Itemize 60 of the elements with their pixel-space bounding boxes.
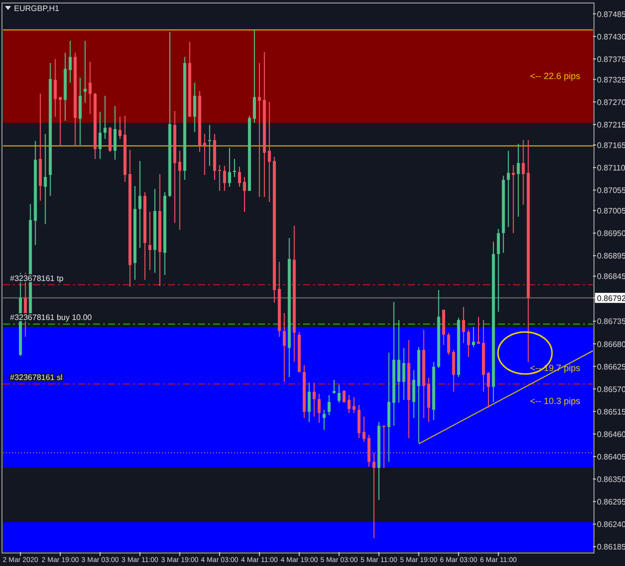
candlestick [54, 58, 57, 118]
candlestick [228, 147, 232, 188]
candlestick [208, 124, 212, 166]
candlestick [447, 332, 450, 356]
candlestick [44, 133, 47, 225]
candlestick [193, 82, 196, 132]
y-tick-label: 0.87110 [597, 164, 625, 173]
chart-title: EURGBP,H1 [14, 4, 60, 13]
candlestick [258, 62, 261, 198]
candlestick [516, 143, 520, 218]
candlestick [238, 166, 241, 188]
candlestick [218, 164, 222, 192]
candlestick [138, 160, 142, 248]
candlestick [452, 349, 456, 392]
candlestick [357, 404, 360, 439]
candlestick [367, 434, 370, 468]
candlestick [332, 379, 336, 394]
candlestick [58, 96, 62, 146]
candlestick [427, 377, 430, 423]
candlestick [328, 394, 331, 416]
candlestick [397, 320, 400, 404]
candlestick [148, 211, 152, 271]
candlestick [348, 394, 351, 414]
candlestick [352, 396, 356, 414]
candlestick [78, 77, 82, 146]
candlestick [472, 326, 476, 348]
candlestick [338, 384, 341, 404]
annotation: <-- 10.3 pips [530, 396, 581, 406]
candlestick [318, 393, 321, 424]
candlestick [104, 95, 107, 140]
candlestick [252, 29, 256, 124]
candlestick [322, 409, 326, 430]
candlestick [506, 150, 510, 228]
candlestick [476, 316, 480, 344]
candlestick [178, 150, 182, 230]
candlestick [362, 416, 366, 442]
candlestick [118, 116, 122, 140]
candlestick [467, 329, 470, 358]
candlestick [268, 101, 271, 202]
candlestick [342, 390, 346, 404]
candlestick [372, 452, 376, 539]
candlestick [312, 382, 316, 418]
candlestick [522, 140, 525, 206]
ref-line-label: #323678161 sl [10, 372, 63, 382]
candlestick [203, 133, 206, 176]
candlestick [308, 382, 311, 423]
candlestick [88, 61, 92, 114]
candlestick [108, 126, 112, 152]
candlestick [282, 312, 286, 382]
candlestick [402, 347, 406, 400]
candlestick [496, 228, 500, 312]
candlestick [512, 164, 515, 234]
candlestick [68, 40, 72, 84]
annotation: <-- 22.6 pips [530, 71, 581, 81]
candlestick [242, 176, 246, 212]
candlestick [223, 165, 226, 192]
candlestick [462, 306, 466, 344]
candlestick [114, 106, 117, 160]
candlestick [486, 372, 490, 408]
candlestick [98, 111, 102, 160]
